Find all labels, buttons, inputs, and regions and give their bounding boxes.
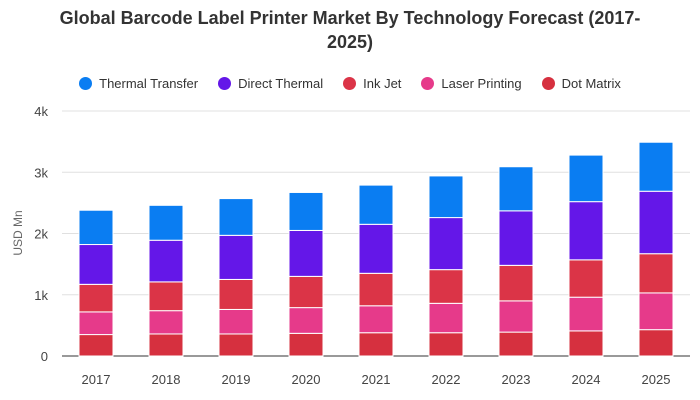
legend-label-laser-printing: Laser Printing bbox=[441, 75, 522, 91]
legend-item-thermal-transfer[interactable]: Thermal Transfer bbox=[79, 76, 198, 91]
y-tick-label: 1k bbox=[34, 288, 48, 303]
bar-segment-dot-matrix-2018[interactable] bbox=[148, 333, 184, 357]
bar-segment-ink-jet-2023[interactable] bbox=[498, 264, 534, 302]
bar-segment-thermal-transfer-2025[interactable] bbox=[638, 141, 674, 192]
legend-label-dot-matrix: Dot Matrix bbox=[561, 75, 621, 91]
bar-segment-ink-jet-2025[interactable] bbox=[638, 253, 674, 294]
legend-swatch-dot-matrix bbox=[541, 76, 555, 90]
bar-segment-dot-matrix-2025[interactable] bbox=[638, 329, 674, 357]
legend-item-direct-thermal[interactable]: Direct Thermal bbox=[218, 76, 323, 91]
bar-segment-thermal-transfer-2018[interactable] bbox=[148, 204, 184, 241]
x-tick-label: 2021 bbox=[362, 372, 391, 387]
bar-segment-thermal-transfer-2017[interactable] bbox=[78, 209, 114, 246]
bar-segment-dot-matrix-2022[interactable] bbox=[428, 332, 464, 357]
bar-segment-direct-thermal-2020[interactable] bbox=[288, 229, 324, 277]
bar-segment-laser-printing-2019[interactable] bbox=[218, 308, 254, 335]
chart-title-line-1: Global Barcode Label Printer Market By T… bbox=[59, 8, 641, 28]
legend-label-thermal-transfer: Thermal Transfer bbox=[99, 75, 199, 91]
bar-segment-laser-printing-2025[interactable] bbox=[638, 292, 674, 331]
legend-swatch-thermal-transfer bbox=[79, 76, 93, 90]
bar-segment-laser-printing-2021[interactable] bbox=[358, 305, 394, 334]
bar-segment-thermal-transfer-2021[interactable] bbox=[358, 184, 394, 225]
bar-segment-direct-thermal-2025[interactable] bbox=[638, 190, 674, 255]
x-tick-label: 2019 bbox=[222, 372, 251, 387]
x-tick-label: 2024 bbox=[572, 372, 601, 387]
bar-segment-laser-printing-2017[interactable] bbox=[78, 311, 114, 336]
bar-segment-direct-thermal-2024[interactable] bbox=[568, 201, 604, 261]
y-tick-label: 3k bbox=[34, 165, 48, 180]
bar-segment-thermal-transfer-2022[interactable] bbox=[428, 175, 464, 219]
legend-swatch-laser-printing bbox=[421, 76, 435, 90]
x-tick-label: 2025 bbox=[642, 372, 671, 387]
bar-segment-direct-thermal-2022[interactable] bbox=[428, 217, 464, 271]
y-tick-label: 2k bbox=[34, 227, 48, 242]
bar-segment-laser-printing-2024[interactable] bbox=[568, 296, 604, 332]
bar-segment-thermal-transfer-2024[interactable] bbox=[568, 154, 604, 203]
bar-segment-dot-matrix-2021[interactable] bbox=[358, 332, 394, 357]
bar-segment-laser-printing-2023[interactable] bbox=[498, 300, 534, 333]
chart-title: Global Barcode Label Printer Market By T… bbox=[0, 6, 700, 54]
bar-segment-laser-printing-2022[interactable] bbox=[428, 302, 464, 334]
bar-segment-direct-thermal-2018[interactable] bbox=[148, 239, 184, 283]
bar-segment-ink-jet-2022[interactable] bbox=[428, 269, 464, 304]
bar-segment-dot-matrix-2020[interactable] bbox=[288, 332, 324, 357]
bar-segment-direct-thermal-2017[interactable] bbox=[78, 244, 114, 285]
x-axis-tick-labels: 2017 2018 2019 2020 2021 2022 2023 2024 2025 bbox=[82, 372, 671, 387]
bar-segment-ink-jet-2017[interactable] bbox=[78, 283, 114, 313]
bars bbox=[78, 141, 674, 357]
legend-item-ink-jet[interactable]: Ink Jet bbox=[343, 76, 401, 91]
y-axis-title: USD Mn bbox=[11, 210, 25, 255]
bar-segment-direct-thermal-2021[interactable] bbox=[358, 223, 394, 274]
bar-segment-ink-jet-2019[interactable] bbox=[218, 278, 254, 310]
bar-segment-ink-jet-2021[interactable] bbox=[358, 272, 394, 307]
bar-segment-direct-thermal-2023[interactable] bbox=[498, 210, 534, 266]
chart-title-line-2: 2025) bbox=[326, 32, 374, 52]
bar-segment-dot-matrix-2017[interactable] bbox=[78, 334, 114, 357]
y-tick-label: 0 bbox=[41, 349, 48, 364]
legend-label-ink-jet: Ink Jet bbox=[363, 75, 402, 91]
chart-legend: Thermal Transfer Direct Thermal Ink Jet … bbox=[0, 74, 700, 92]
legend-item-dot-matrix[interactable]: Dot Matrix bbox=[541, 75, 621, 91]
x-tick-label: 2018 bbox=[152, 372, 181, 387]
legend-label-direct-thermal: Direct Thermal bbox=[238, 75, 324, 91]
y-tick-label: 4k bbox=[34, 104, 48, 119]
x-tick-label: 2023 bbox=[502, 372, 531, 387]
bar-segment-laser-printing-2020[interactable] bbox=[288, 307, 324, 334]
bar-segment-laser-printing-2018[interactable] bbox=[148, 310, 184, 335]
x-tick-label: 2020 bbox=[292, 372, 321, 387]
legend-item-laser-printing[interactable]: Laser Printing bbox=[421, 75, 522, 91]
bar-segment-dot-matrix-2023[interactable] bbox=[498, 331, 534, 357]
bar-segment-ink-jet-2024[interactable] bbox=[568, 259, 604, 298]
x-tick-label: 2022 bbox=[432, 372, 461, 387]
bar-segment-direct-thermal-2019[interactable] bbox=[218, 234, 254, 280]
legend-swatch-direct-thermal bbox=[218, 76, 232, 90]
bar-segment-thermal-transfer-2023[interactable] bbox=[498, 166, 534, 212]
legend-swatch-ink-jet bbox=[343, 76, 357, 90]
bar-segment-thermal-transfer-2020[interactable] bbox=[288, 191, 324, 231]
bar-segment-ink-jet-2020[interactable] bbox=[288, 275, 324, 309]
y-axis-tick-labels: 0 1k 2k 3k 4k bbox=[34, 104, 48, 364]
x-tick-label: 2017 bbox=[82, 372, 111, 387]
bar-segment-thermal-transfer-2019[interactable] bbox=[218, 198, 254, 236]
bar-segment-ink-jet-2018[interactable] bbox=[148, 281, 184, 312]
bar-segment-dot-matrix-2019[interactable] bbox=[218, 333, 254, 357]
bar-segment-dot-matrix-2024[interactable] bbox=[568, 330, 604, 357]
